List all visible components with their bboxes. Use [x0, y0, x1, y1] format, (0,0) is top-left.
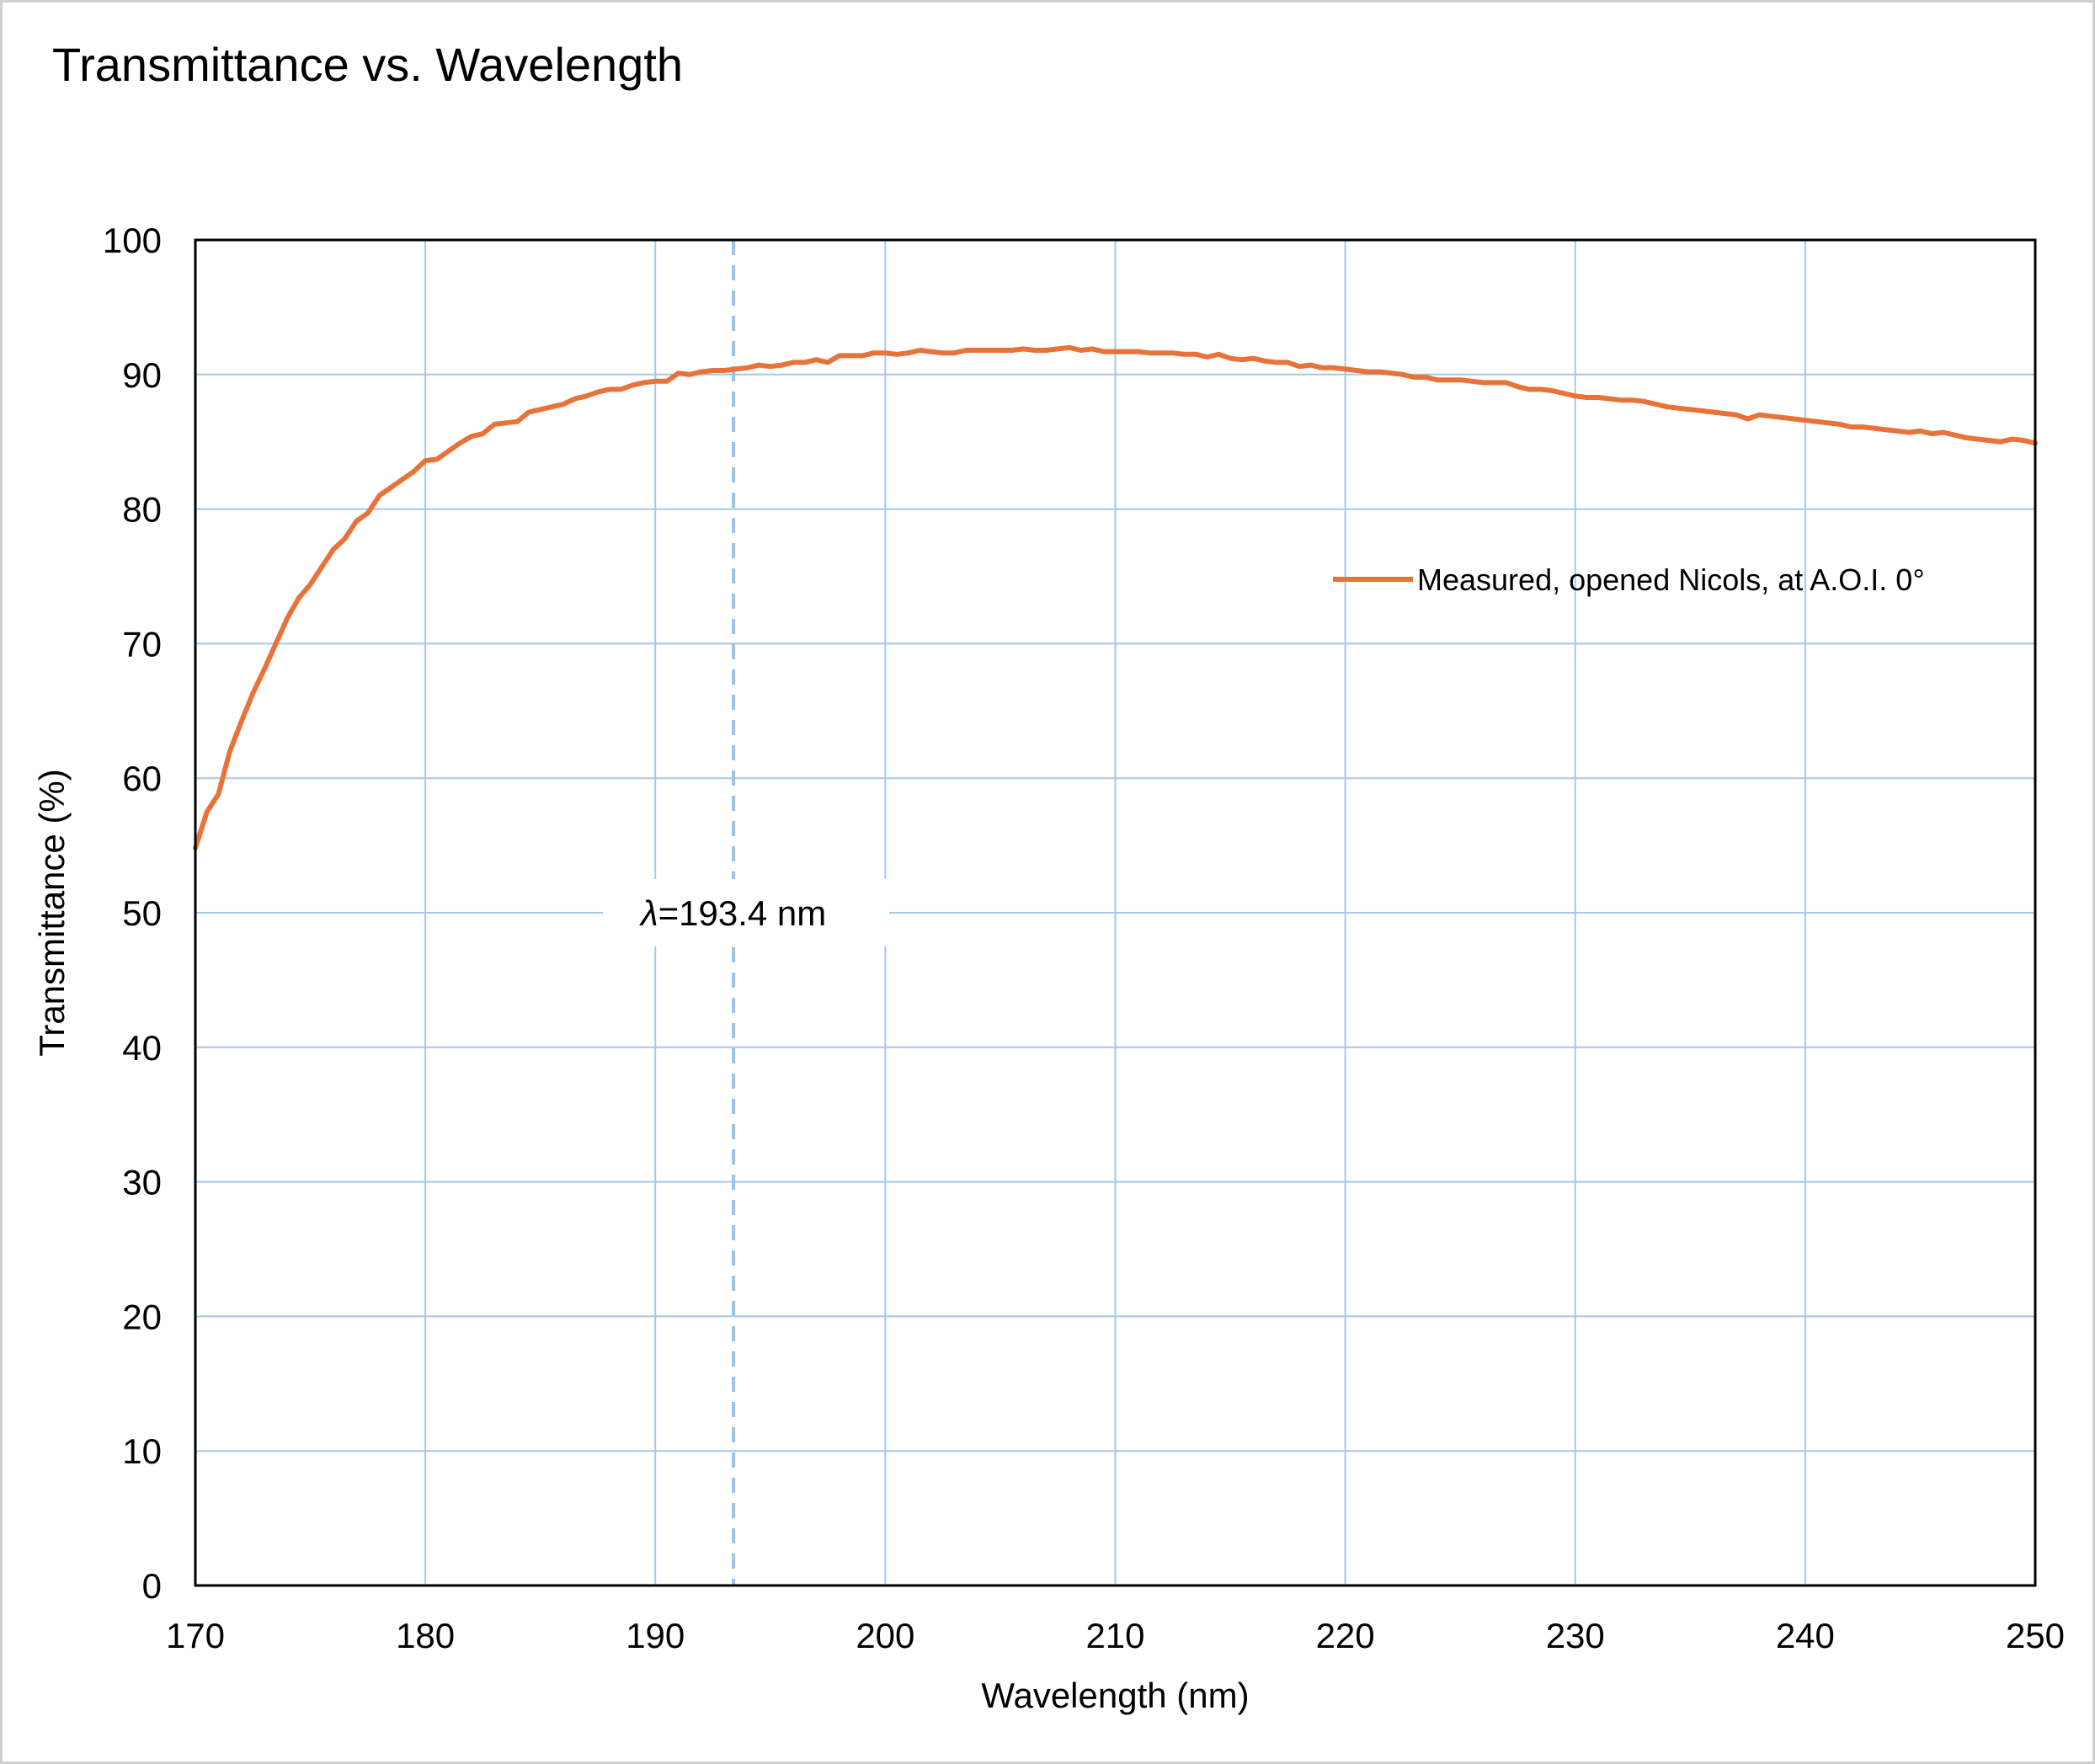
y-axis-title: Transmittance (%): [32, 769, 72, 1057]
plot-area-border: [194, 238, 2037, 1587]
legend: Measured, opened Nicols, at A.O.I. 0°: [1333, 562, 1925, 597]
x-tick-label: 220: [1316, 1616, 1375, 1655]
grid-lines: [195, 239, 2036, 1586]
x-tick-label: 180: [396, 1616, 455, 1655]
annotation-label-background: [603, 879, 890, 946]
y-tick-label: 10: [122, 1431, 162, 1471]
y-tick-label: 30: [122, 1163, 162, 1202]
x-axis-title: Wavelength (nm): [981, 1676, 1249, 1715]
wavelength-annotation: λ=193.4 nm: [603, 240, 890, 1585]
x-axis-ticks: 170 180 190 200 210 220 230 240 250: [166, 1616, 2065, 1655]
x-tick-label: 250: [2006, 1616, 2065, 1655]
x-tick-label: 230: [1546, 1616, 1605, 1655]
chart-title: Transmittance vs. Wavelength: [52, 38, 684, 91]
x-tick-label: 210: [1085, 1616, 1144, 1655]
y-tick-label: 40: [122, 1028, 162, 1068]
lambda-symbol: λ: [639, 893, 658, 933]
y-tick-label: 90: [122, 355, 162, 395]
y-tick-label: 0: [142, 1566, 162, 1606]
x-tick-label: 240: [1776, 1616, 1835, 1655]
y-tick-label: 80: [122, 490, 162, 530]
annotation-value: =193.4 nm: [658, 893, 827, 933]
y-tick-label: 70: [122, 624, 162, 663]
y-tick-label: 20: [122, 1297, 162, 1336]
y-axis-ticks: 0 10 20 30 40 50 60 70 80 90 100: [103, 221, 162, 1606]
legend-label: Measured, opened Nicols, at A.O.I. 0°: [1417, 562, 1925, 597]
series-layer: [193, 344, 2038, 851]
y-tick-label: 50: [122, 893, 162, 933]
series-line: [193, 344, 2038, 851]
y-tick-label: 100: [103, 221, 162, 260]
y-tick-label: 60: [122, 759, 162, 798]
annotation-label: λ=193.4 nm: [639, 893, 826, 933]
x-tick-label: 200: [856, 1616, 914, 1655]
x-tick-label: 170: [166, 1616, 225, 1655]
x-tick-label: 190: [626, 1616, 685, 1655]
